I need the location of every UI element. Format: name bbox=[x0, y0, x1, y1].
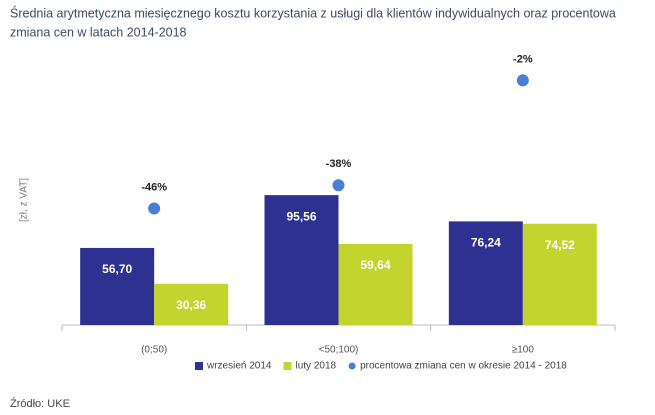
change-dot bbox=[148, 202, 161, 215]
bar bbox=[448, 221, 523, 325]
change-dot bbox=[516, 74, 529, 87]
legend-marker bbox=[348, 362, 356, 370]
bar bbox=[154, 283, 229, 325]
dot-label: -46% bbox=[141, 181, 167, 193]
x-tick-label: <50;100) bbox=[319, 345, 359, 356]
bar-label: 59,64 bbox=[360, 258, 390, 272]
legend-marker bbox=[195, 362, 203, 370]
bar-label: 95,56 bbox=[286, 209, 316, 223]
legend-label: luty 2018 bbox=[295, 361, 336, 372]
dot-label: -2% bbox=[513, 53, 533, 65]
bar-label: 56,70 bbox=[102, 262, 132, 276]
bar-label: 74,52 bbox=[545, 238, 575, 252]
change-dot bbox=[332, 179, 345, 192]
legend-marker bbox=[283, 362, 292, 370]
bar-label: 30,36 bbox=[176, 298, 206, 312]
source-note: Źródło: UKE bbox=[10, 397, 70, 410]
bar bbox=[338, 243, 413, 325]
bar bbox=[522, 223, 597, 325]
x-tick-label: (0;50) bbox=[141, 345, 167, 356]
bar-label: 76,24 bbox=[471, 236, 501, 250]
bar bbox=[264, 195, 339, 325]
y-axis-label: [zł, z VAT] bbox=[19, 178, 30, 222]
dot-label: -38% bbox=[326, 158, 352, 170]
legend-label: procentowa zmiana cen w okresie 2014 - 2… bbox=[360, 361, 567, 372]
x-tick-label: ≥100 bbox=[512, 345, 535, 356]
legend-label: wrzesień 2014 bbox=[206, 361, 272, 372]
chart-title-line-1: Średnia arytmetyczna miesięcznego kosztu… bbox=[10, 5, 616, 20]
bar bbox=[80, 247, 155, 325]
chart-title-line-2: zmiana cen w latach 2014-2018 bbox=[10, 25, 187, 39]
